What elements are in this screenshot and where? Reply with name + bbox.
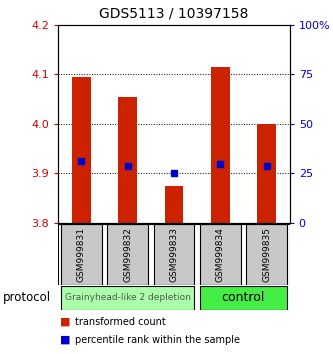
Text: GSM999835: GSM999835	[262, 227, 271, 282]
Bar	[211, 67, 229, 223]
Bar	[61, 224, 102, 285]
Bar	[246, 224, 287, 285]
Text: transformed count: transformed count	[75, 317, 166, 327]
Bar	[154, 224, 194, 285]
Bar	[165, 186, 183, 223]
Text: GSM999834: GSM999834	[216, 227, 225, 282]
Title: GDS5113 / 10397158: GDS5113 / 10397158	[99, 7, 249, 21]
Text: protocol: protocol	[3, 291, 52, 304]
Text: GSM999833: GSM999833	[169, 227, 178, 282]
Bar	[200, 224, 241, 285]
Bar	[61, 286, 194, 310]
Text: control: control	[222, 291, 265, 304]
Bar	[119, 97, 137, 223]
Bar	[200, 286, 287, 310]
Bar	[72, 77, 91, 223]
Bar	[107, 224, 148, 285]
Text: percentile rank within the sample: percentile rank within the sample	[75, 335, 240, 345]
Text: GSM999831: GSM999831	[77, 227, 86, 282]
Text: Grainyhead-like 2 depletion: Grainyhead-like 2 depletion	[65, 293, 191, 302]
Text: ■: ■	[60, 317, 71, 327]
Text: GSM999832: GSM999832	[123, 227, 132, 282]
Bar	[257, 124, 276, 223]
Text: ■: ■	[60, 335, 71, 345]
